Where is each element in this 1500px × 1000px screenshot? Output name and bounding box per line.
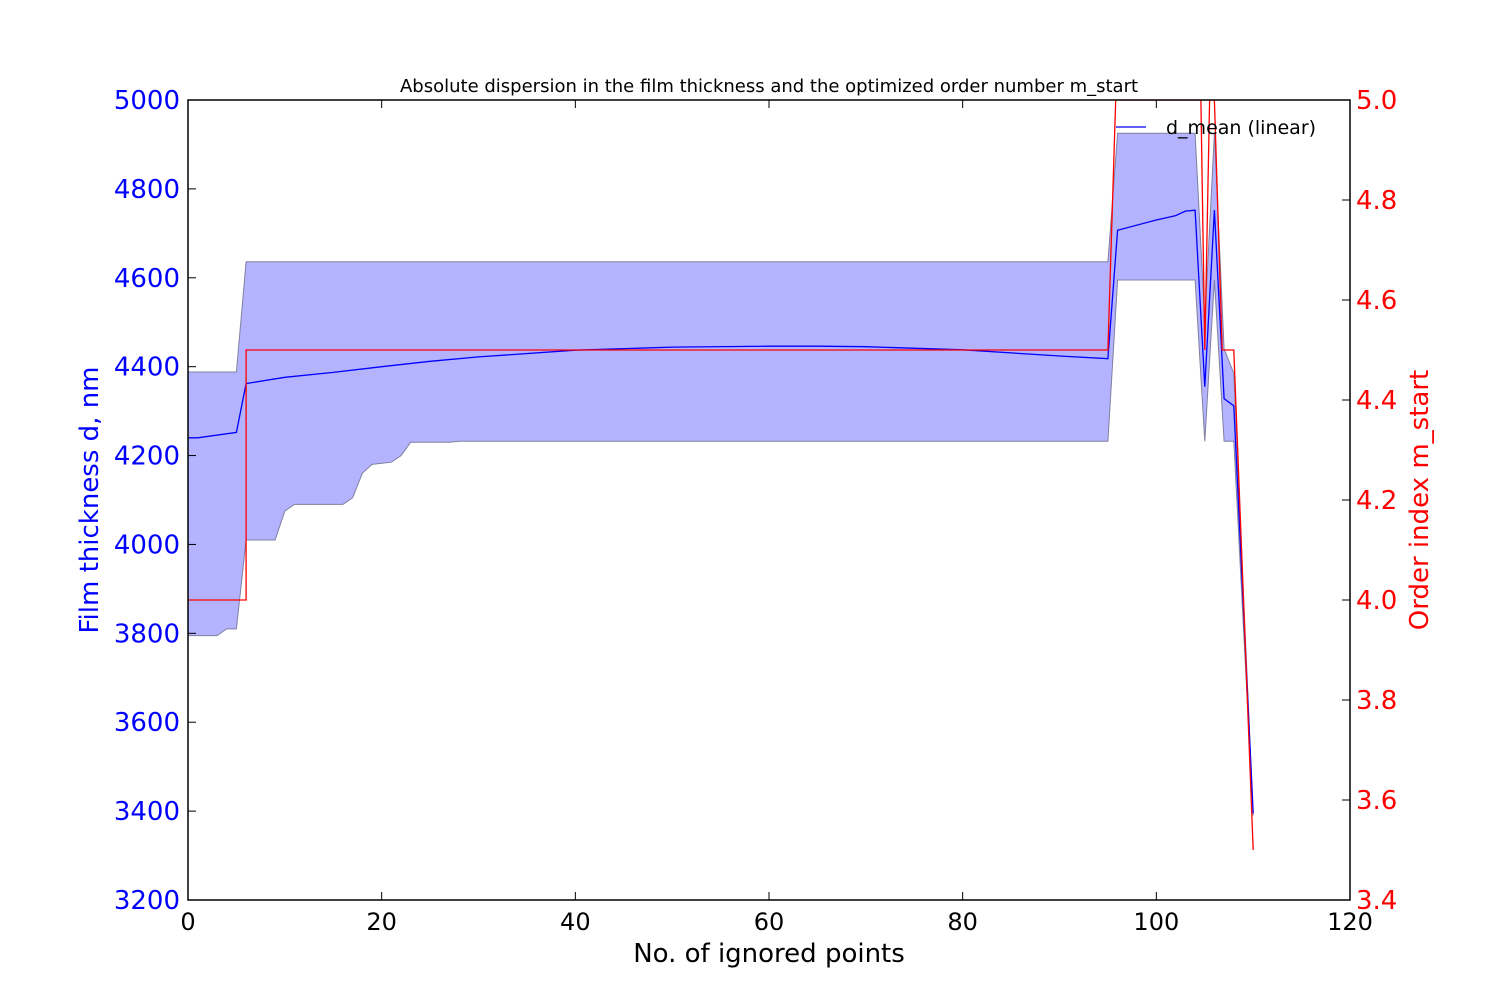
right-y-tick-label: 3.4 — [1356, 886, 1397, 916]
left-y-tick-label: 3200 — [114, 886, 180, 916]
x-tick-label: 80 — [947, 908, 978, 936]
right-y-tick-label: 3.8 — [1356, 686, 1397, 716]
left-y-tick-label: 4800 — [114, 175, 180, 205]
left-y-tick-label: 3600 — [114, 708, 180, 738]
left-y-axis-ticks: 3200 3400 3600 3800 4000 4200 4400 4600 4800 5000 — [114, 86, 196, 916]
right-y-tick-label: 4.8 — [1356, 186, 1397, 216]
x-tick-label: 20 — [366, 908, 397, 936]
right-y-tick-label: 4.6 — [1356, 286, 1397, 316]
chart-title: Absolute dispersion in the film thicknes… — [400, 76, 1138, 97]
plot-area — [188, 100, 1254, 851]
x-axis-ticks: 0 20 40 60 80 100 120 — [180, 100, 1373, 936]
legend: d_mean (linear) — [1116, 117, 1316, 139]
left-y-tick-label: 4000 — [114, 530, 180, 560]
right-y-tick-label: 4.2 — [1356, 486, 1397, 516]
x-tick-label: 100 — [1133, 908, 1179, 936]
right-y-axis-label: Order index m_start — [1405, 370, 1435, 630]
x-axis-label: No. of ignored points — [633, 939, 905, 969]
left-y-tick-label: 4600 — [114, 264, 180, 294]
x-tick-label: 60 — [754, 908, 785, 936]
left-y-tick-label: 4200 — [114, 442, 180, 472]
legend-label-d-mean: d_mean (linear) — [1166, 117, 1316, 139]
left-y-tick-label: 3400 — [114, 797, 180, 827]
x-tick-label: 0 — [180, 908, 195, 936]
series-line-d-mean — [188, 209, 1254, 814]
right-y-axis-ticks: 3.4 3.6 3.8 4.0 4.2 4.4 4.6 4.8 5.0 — [1342, 86, 1397, 916]
right-y-tick-label: 5.0 — [1356, 86, 1397, 116]
right-y-tick-label: 4.0 — [1356, 586, 1397, 616]
right-y-tick-label: 4.4 — [1356, 386, 1397, 416]
left-y-tick-label: 5000 — [114, 86, 180, 116]
right-y-tick-label: 3.6 — [1356, 786, 1397, 816]
left-y-tick-label: 4400 — [114, 353, 180, 383]
left-y-tick-label: 3800 — [114, 619, 180, 649]
x-tick-label: 40 — [560, 908, 591, 936]
dispersion-band — [188, 132, 1254, 816]
x-tick-label: 120 — [1327, 908, 1373, 936]
series-line-m-start — [188, 100, 1254, 851]
left-y-axis-label: Film thickness d, nm — [75, 366, 105, 633]
